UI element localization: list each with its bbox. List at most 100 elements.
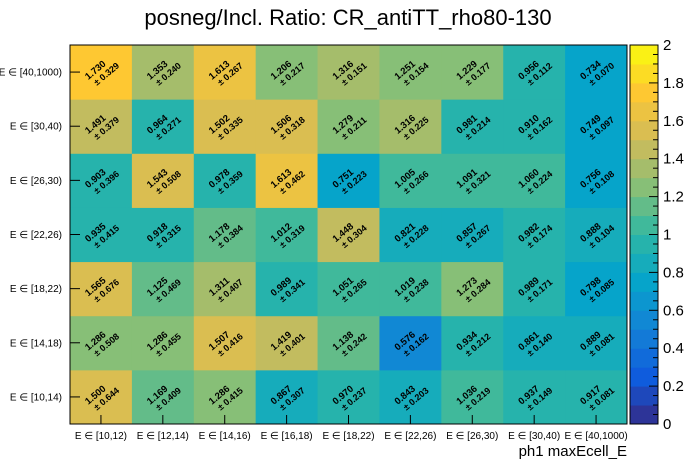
color-scale-step bbox=[630, 310, 658, 330]
heatmap-cell bbox=[70, 153, 133, 208]
heatmap-cell bbox=[193, 99, 257, 154]
heatmap-cell bbox=[193, 315, 257, 371]
y-axis: E ∈ [10,14) E ∈ [14,18) E ∈ [18,22) E ∈ [22… bbox=[0, 68, 80, 403]
heatmap-cell bbox=[379, 153, 442, 208]
color-scale-step bbox=[630, 63, 658, 84]
color-scale-step bbox=[630, 348, 658, 368]
y-tick-label: E ∈ [40,1000) bbox=[0, 68, 62, 79]
z-tick-label: 0 bbox=[663, 416, 671, 433]
z-tick-label: 1.2 bbox=[663, 189, 684, 206]
heatmap-cell bbox=[565, 261, 628, 317]
color-scale-step bbox=[630, 405, 658, 425]
chart-title: posneg/Incl. Ratio: CR_antiTT_rho80-130 bbox=[144, 5, 551, 30]
heatmap-cell bbox=[131, 261, 195, 317]
x-tick-label: E ∈ [14,16) bbox=[199, 431, 251, 442]
heatmap-cell bbox=[193, 153, 257, 208]
x-tick-label: E ∈ [12,14) bbox=[137, 431, 189, 442]
y-tick-label: E ∈ [14,18) bbox=[10, 338, 62, 349]
color-scale-step bbox=[630, 272, 658, 292]
heatmap-cell bbox=[503, 153, 566, 208]
heatmap-cell bbox=[503, 315, 566, 371]
color-scale-step bbox=[630, 386, 658, 406]
color-scale-bar: 0 0.2 0.4 0.6 0.8 1 1.2 1.4 1.6 1.8 2 bbox=[629, 37, 684, 433]
x-tick-label: E ∈ [26,30) bbox=[446, 431, 498, 442]
heatmap-cell bbox=[255, 207, 319, 263]
heatmap-cell bbox=[317, 45, 380, 100]
heatmap-cell bbox=[379, 99, 442, 154]
x-tick-label: E ∈ [10,12) bbox=[75, 431, 127, 442]
heatmap-cell bbox=[317, 261, 380, 317]
color-scale-step bbox=[630, 367, 658, 387]
heatmap-cell bbox=[70, 99, 133, 154]
y-tick-label: E ∈ [10,14) bbox=[10, 392, 62, 403]
heatmap-cell bbox=[131, 99, 195, 154]
z-tick-label: 0.6 bbox=[663, 302, 684, 319]
color-scale-step bbox=[630, 120, 658, 141]
heatmap-cell bbox=[317, 99, 380, 154]
x-tick-label: E ∈ [22,26) bbox=[384, 431, 436, 442]
heatmap-cell bbox=[379, 45, 442, 100]
heatmap-cell bbox=[317, 207, 380, 263]
heatmap-cell bbox=[503, 261, 566, 317]
heatmap-cell bbox=[70, 45, 133, 100]
x-tick-label: E ∈ [40,1000) bbox=[564, 431, 627, 442]
heatmap-cell bbox=[193, 45, 257, 100]
heatmap-cell bbox=[70, 315, 133, 371]
heatmap-cell bbox=[70, 261, 133, 317]
heatmap-cell bbox=[441, 261, 504, 317]
z-tick-label: 1 bbox=[663, 227, 671, 244]
heatmap-cell bbox=[131, 45, 195, 100]
heatmap-cell bbox=[255, 99, 319, 154]
heatmap-cell bbox=[441, 153, 504, 208]
heatmap-cell bbox=[441, 207, 504, 263]
y-tick-label: E ∈ [30,40) bbox=[10, 122, 62, 133]
heatmap-cell bbox=[441, 99, 504, 154]
heatmap-cell bbox=[565, 45, 628, 100]
heatmap-cell bbox=[317, 315, 380, 371]
heatmap-cell bbox=[131, 207, 195, 263]
color-scale-step bbox=[630, 45, 658, 65]
heatmap-cell bbox=[565, 153, 628, 208]
heatmap-cell bbox=[503, 99, 566, 154]
heatmap-cell bbox=[379, 261, 442, 317]
heatmap-cell bbox=[131, 315, 195, 371]
heatmap-cell bbox=[565, 207, 628, 263]
z-tick-label: 0.4 bbox=[663, 340, 684, 357]
heatmap-cell bbox=[503, 207, 566, 263]
color-scale-step bbox=[630, 329, 658, 349]
color-scale-step bbox=[630, 177, 658, 198]
heatmap-cell bbox=[565, 315, 628, 371]
heatmap-cell bbox=[503, 45, 566, 100]
heatmap-cell bbox=[255, 261, 319, 317]
heatmap-cell bbox=[441, 45, 504, 100]
x-axis-label: ph1 maxEcell_E bbox=[519, 443, 627, 460]
z-tick-label: 2 bbox=[663, 37, 671, 54]
heatmap-cell bbox=[70, 207, 133, 263]
color-scale-step bbox=[630, 82, 658, 103]
color-scale-step bbox=[630, 158, 658, 179]
color-scale-step bbox=[630, 253, 658, 273]
z-tick-label: 0.2 bbox=[663, 378, 684, 395]
color-scale-step bbox=[630, 291, 658, 311]
z-tick-label: 0.8 bbox=[663, 264, 684, 281]
heatmap-cells: 1.500± 0.644 1.169± 0.409 1.286± 0.415 0.86… bbox=[70, 45, 628, 425]
heatmap-cell bbox=[193, 207, 257, 263]
color-scale-step bbox=[630, 196, 658, 217]
heatmap-cell bbox=[255, 153, 319, 208]
heatmap-cell bbox=[565, 99, 628, 154]
heatmap-cell bbox=[193, 261, 257, 317]
z-tick-label: 1.8 bbox=[663, 75, 684, 92]
color-scale-step bbox=[630, 234, 658, 254]
x-tick-label: E ∈ [16,18) bbox=[261, 431, 313, 442]
x-tick-label: E ∈ [18,22) bbox=[322, 431, 374, 442]
color-scale-step bbox=[630, 101, 658, 122]
y-tick-label: E ∈ [18,22) bbox=[10, 284, 62, 295]
heatmap-cell bbox=[255, 45, 319, 100]
y-tick-label: E ∈ [26,30) bbox=[10, 176, 62, 187]
z-tick-label: 1.6 bbox=[663, 113, 684, 130]
heatmap-cell bbox=[379, 315, 442, 371]
color-scale-step bbox=[630, 139, 658, 160]
z-tick-label: 1.4 bbox=[663, 151, 684, 168]
